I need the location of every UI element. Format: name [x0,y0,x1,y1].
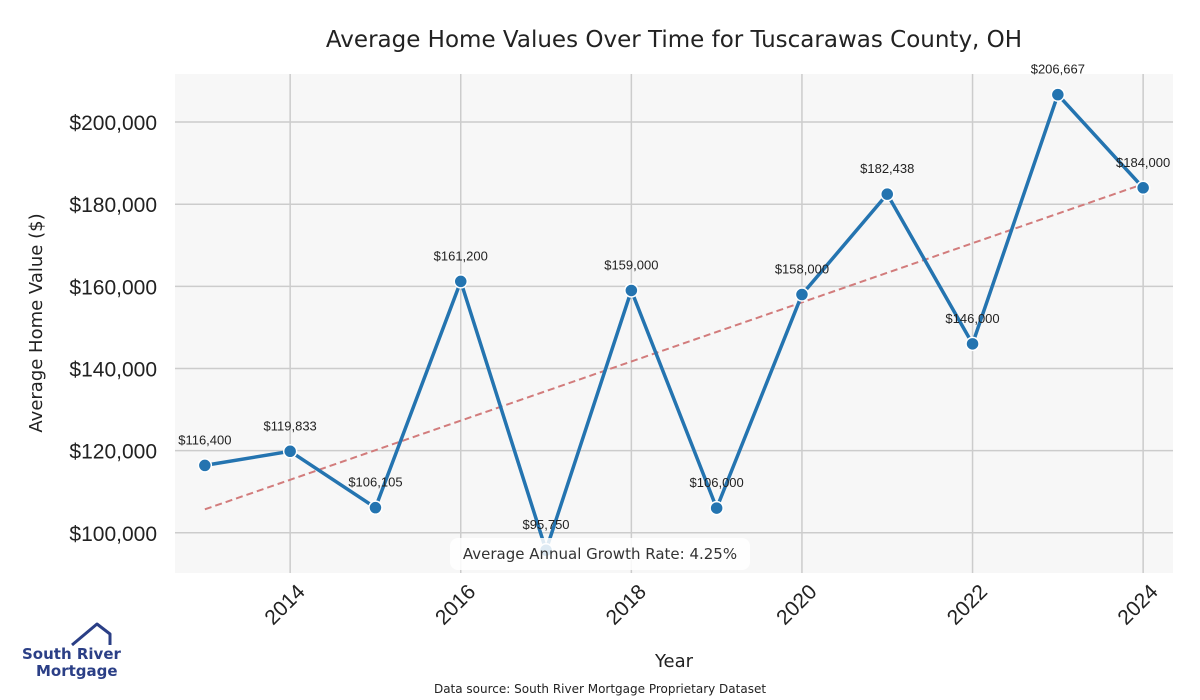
x-tick-label: 2020 [772,580,821,629]
plot-area [175,74,1173,573]
x-tick-label: 2022 [943,580,992,629]
series-line [204,92,1145,552]
x-tick-label: 2014 [260,580,310,630]
y-tick-label: $180,000 [69,194,157,217]
data-label: $161,200 [434,248,488,263]
data-label: $146,000 [945,311,999,326]
y-axis: $100,000 $120,000 $140,000 $160,000 $180,000… [69,112,157,546]
data-point [709,500,724,516]
y-axis-title: Average Home Value ($) [26,213,47,432]
logo-line1: South River [22,645,122,663]
data-point [624,283,639,298]
logo-line2: Mortgage [36,662,118,680]
data-point [879,186,895,202]
data-label: $116,400 [178,432,231,447]
growth-annotation-box [450,538,750,570]
y-tick-label: $200,000 [69,112,157,135]
data-point [453,274,469,289]
data-point [368,500,383,515]
data-point [1050,87,1066,102]
grid [175,74,1173,573]
data-label: $119,833 [264,418,317,433]
y-tick-label: $120,000 [69,441,157,464]
growth-annotation: Average Annual Growth Rate: 4.25% [450,538,750,570]
y-tick-label: $140,000 [69,358,157,381]
logo: South River Mortgage [22,622,122,680]
data-label: $106,105 [348,475,402,490]
x-tick-label: 2024 [1113,580,1163,630]
data-label: $106,000 [690,475,744,490]
y-tick-label: $100,000 [69,523,157,546]
x-axis: 2014 2016 2018 2020 2022 2024 [260,580,1163,630]
data-label: $158,000 [775,262,829,277]
chart-title: Average Home Values Over Time for Tuscar… [326,27,1022,53]
data-point [794,287,810,302]
data-point [282,444,298,459]
data-source: Data source: South River Mortgage Propri… [434,682,766,696]
data-label: $206,667 [1031,62,1085,77]
data-label: $182,438 [860,161,914,176]
house-roof-icon [71,622,112,647]
data-label: $159,000 [604,257,658,272]
y-tick-label: $160,000 [69,276,157,299]
x-tick-label: 2016 [431,580,480,629]
data-point [965,336,980,352]
data-label: $95,750 [523,517,570,532]
data-point [1135,180,1151,196]
data-labels: $116,400 $119,833 $106,105 $161,200 $95,750 $… [178,62,1170,533]
data-point [197,458,213,473]
trend-line [204,183,1144,511]
x-tick-label: 2018 [602,580,651,629]
data-label: $184,000 [1116,155,1170,170]
x-axis-title: Year [654,651,694,672]
growth-annotation-text: Average Annual Growth Rate: 4.25% [463,545,737,563]
